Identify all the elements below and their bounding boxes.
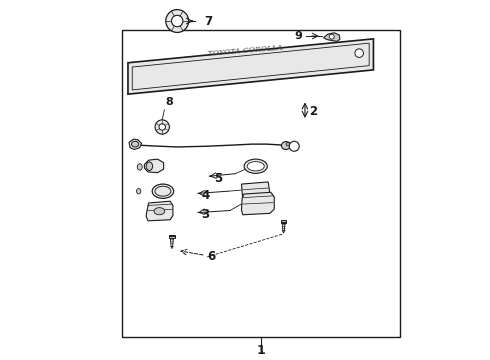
Polygon shape <box>145 159 164 173</box>
Polygon shape <box>128 39 373 94</box>
Polygon shape <box>129 139 142 149</box>
Ellipse shape <box>137 164 142 170</box>
Ellipse shape <box>281 141 291 149</box>
Ellipse shape <box>247 162 264 171</box>
Polygon shape <box>323 33 340 41</box>
Text: 9: 9 <box>294 31 302 41</box>
Circle shape <box>172 15 183 27</box>
Text: 1: 1 <box>257 344 266 357</box>
Text: 3: 3 <box>201 208 210 221</box>
Polygon shape <box>242 192 274 215</box>
Text: TOYOTA COROLLA: TOYOTA COROLLA <box>207 44 283 58</box>
Polygon shape <box>171 238 173 247</box>
Text: 4: 4 <box>201 189 210 202</box>
Ellipse shape <box>244 159 268 174</box>
Polygon shape <box>242 182 270 197</box>
Text: 7: 7 <box>204 14 212 27</box>
Ellipse shape <box>146 162 152 171</box>
Circle shape <box>155 120 170 134</box>
Polygon shape <box>169 235 175 238</box>
Text: 2: 2 <box>309 105 318 118</box>
Bar <box>122 30 400 337</box>
Polygon shape <box>282 223 285 231</box>
Polygon shape <box>281 220 286 223</box>
Circle shape <box>329 34 334 39</box>
Ellipse shape <box>137 189 141 194</box>
Ellipse shape <box>152 184 173 198</box>
Ellipse shape <box>155 186 171 196</box>
Circle shape <box>289 141 299 151</box>
Ellipse shape <box>131 141 139 147</box>
Text: 6: 6 <box>207 250 216 264</box>
Text: 5: 5 <box>214 171 222 185</box>
Ellipse shape <box>154 208 165 215</box>
Circle shape <box>166 10 189 32</box>
Circle shape <box>355 49 364 57</box>
Circle shape <box>286 142 290 146</box>
Circle shape <box>159 124 166 130</box>
Polygon shape <box>146 201 173 221</box>
Text: 8: 8 <box>166 97 173 107</box>
